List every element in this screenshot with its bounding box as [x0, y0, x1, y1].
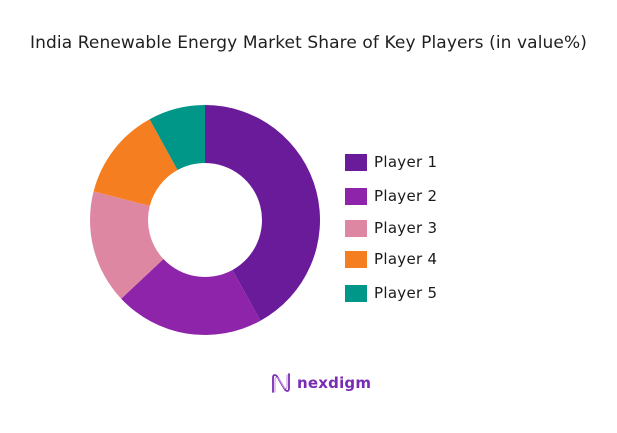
legend-item-player-2: Player 2	[345, 186, 437, 206]
legend-swatch	[345, 153, 367, 171]
legend-label: Player 3	[374, 219, 438, 237]
legend-item-player-5: Player 5	[345, 283, 437, 303]
chart-title: India Renewable Energy Market Share of K…	[30, 33, 587, 53]
donut-slice-player-3	[89, 191, 164, 299]
legend-swatch	[345, 250, 367, 268]
logo-text: nexdigm	[297, 374, 372, 392]
legend-item-player-4: Player 4	[345, 249, 437, 269]
donut-chart	[89, 105, 320, 335]
donut-slice-player-4	[93, 119, 178, 206]
donut-slices	[89, 105, 320, 335]
legend-swatch	[345, 187, 367, 205]
donut-slice-player-2	[121, 259, 261, 335]
legend-label: Player 4	[374, 250, 438, 268]
nexdigm-logo: nexdigm	[271, 372, 371, 394]
legend-item-player-1: Player 1	[345, 152, 437, 172]
legend-swatch	[345, 284, 367, 302]
donut-slice-player-5	[149, 105, 205, 171]
legend-swatch	[345, 219, 367, 237]
wave-n-logo-icon	[272, 373, 290, 393]
donut-slice-player-1	[205, 105, 320, 321]
legend-item-player-3: Player 3	[345, 218, 437, 238]
legend-label: Player 5	[374, 284, 438, 302]
legend-label: Player 1	[374, 153, 438, 171]
legend-label: Player 2	[374, 187, 438, 205]
